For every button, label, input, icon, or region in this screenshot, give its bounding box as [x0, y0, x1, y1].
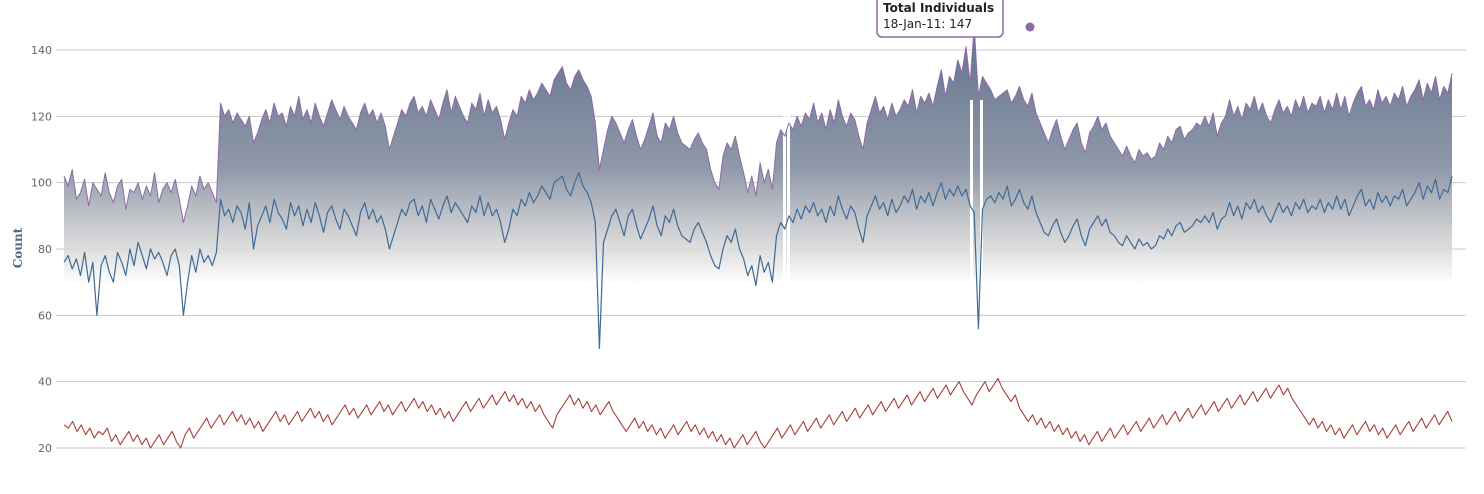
y-tick-label: 100 — [31, 177, 52, 190]
y-tick-label: 80 — [38, 243, 52, 256]
data-gap — [787, 100, 790, 285]
y-axis-title: Count — [11, 227, 25, 268]
y-tick-label: 20 — [38, 442, 52, 455]
data-gap — [783, 100, 786, 285]
data-gap — [980, 100, 983, 285]
y-axis-ticks: 20 40 60 80 100 120 140 — [31, 44, 52, 455]
y-tick-label: 40 — [38, 376, 52, 389]
lower-series-line — [63, 377, 1453, 449]
tooltip-value: 18-Jan-11: 147 — [883, 17, 972, 31]
hover-point — [1025, 22, 1035, 32]
y-tick-label: 60 — [38, 309, 52, 322]
total-individuals-line — [63, 26, 1453, 223]
tooltip-box — [876, 0, 1004, 38]
tooltip: Total Individuals 18-Jan-11: 147 — [876, 0, 1004, 38]
series-lines — [63, 26, 1453, 449]
tooltip-series: Total Individuals — [883, 1, 994, 15]
data-gap — [970, 100, 973, 285]
y-tick-label: 120 — [31, 110, 52, 123]
area-layer — [64, 26, 1452, 285]
data-gaps — [783, 100, 983, 285]
total-individuals-area — [64, 26, 1452, 285]
middle-series-line — [63, 172, 1453, 350]
y-tick-label: 140 — [31, 44, 52, 57]
